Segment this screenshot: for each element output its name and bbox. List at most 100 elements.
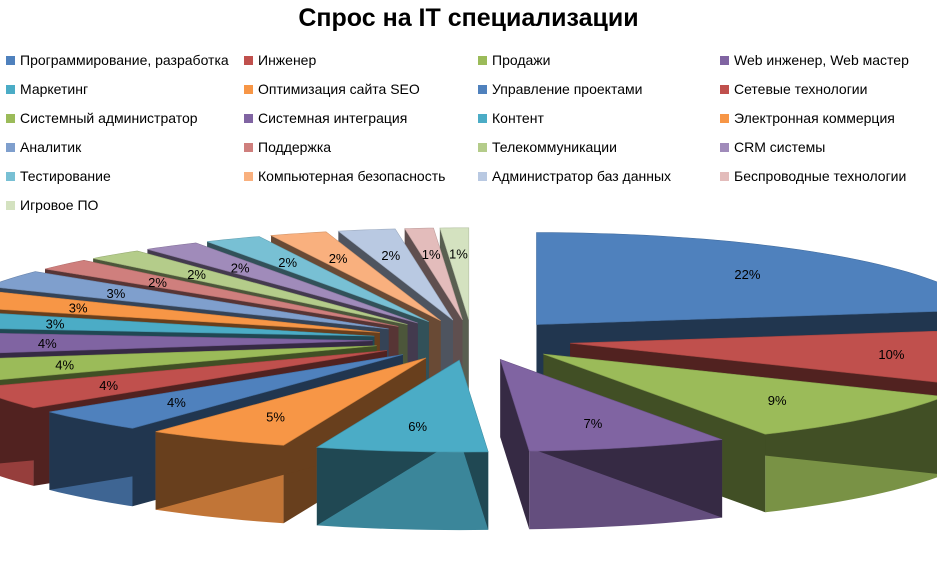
legend-swatch (478, 55, 487, 65)
pie-slice-top (0, 350, 388, 409)
data-label: 3% (69, 301, 88, 316)
legend-label: Оптимизация сайта SEO (258, 81, 420, 97)
pie-slice-top (0, 345, 377, 381)
data-label: 4% (167, 395, 186, 410)
legend-item: CRM системы (720, 139, 825, 155)
legend-swatch (244, 84, 253, 94)
data-label: 3% (46, 317, 65, 332)
pie-slice (499, 358, 723, 530)
legend-label: Контент (492, 110, 544, 126)
data-label: 2% (187, 267, 206, 282)
legend-item: Программирование, разработка (6, 52, 229, 68)
legend-label: Электронная коммерция (734, 110, 895, 126)
legend-item: Системный администратор (6, 110, 198, 126)
legend-item: Игровое ПО (6, 197, 98, 213)
legend-swatch (6, 200, 15, 210)
legend-item: Компьютерная безопасность (244, 168, 445, 184)
legend-label: Системный администратор (20, 110, 198, 126)
pie-slice-top (0, 313, 375, 337)
pie-slice-top (439, 227, 470, 320)
data-label: 2% (231, 261, 250, 276)
data-label: 2% (148, 275, 167, 290)
legend-label: Тестирование (20, 168, 111, 184)
pie-slice-wall (500, 359, 530, 530)
data-label: 3% (107, 286, 126, 301)
pie-slice-top (0, 271, 389, 330)
pie-slice-top (269, 231, 441, 322)
legend-label: Маркетинг (20, 81, 89, 97)
pie-slice-top (147, 242, 418, 324)
legend-swatch (244, 113, 253, 123)
legend-label: Компьютерная безопасность (258, 168, 446, 184)
legend-item: Оптимизация сайта SEO (244, 81, 420, 97)
legend-swatch (6, 113, 15, 123)
data-label: 1% (449, 247, 468, 262)
data-label: 2% (329, 251, 348, 266)
pie-slice-top (44, 259, 399, 327)
pie-slice (315, 359, 489, 531)
pie-slice-top (0, 333, 373, 354)
data-label: 7% (584, 416, 603, 431)
legend-swatch (720, 171, 729, 181)
data-label: 4% (38, 336, 57, 351)
legend-swatch (720, 55, 729, 65)
data-label: 2% (381, 248, 400, 263)
legend-item: Электронная коммерция (720, 110, 895, 126)
legend-item: Инженер (244, 52, 316, 68)
pie-slice-top (49, 354, 403, 429)
legend-swatch (6, 142, 15, 152)
pie-slice-top (570, 330, 937, 383)
legend-swatch (6, 171, 15, 181)
legend-item: Продажи (478, 52, 550, 68)
pie-slice-top (499, 358, 723, 452)
legend-swatch (478, 113, 487, 123)
pie-slice-top (536, 232, 937, 325)
legend-label: Программирование, разработка (20, 52, 229, 68)
legend-item: Аналитик (6, 139, 81, 155)
pie-slice-top (155, 357, 427, 446)
legend-label: Аналитик (20, 139, 82, 155)
pie-slice (155, 357, 427, 524)
pie-slice-top (0, 291, 380, 333)
data-label: 5% (266, 410, 285, 425)
pie-slice-top (404, 227, 463, 321)
data-label: 2% (278, 255, 297, 270)
legend-label: Управление проектами (492, 81, 643, 97)
data-label: 9% (768, 393, 787, 408)
legend-item: Web инженер, Web мастер (720, 52, 909, 68)
pie-slice-top (543, 353, 937, 435)
data-label: 4% (99, 378, 118, 393)
data-label: 6% (408, 419, 427, 434)
legend-item: Управление проектами (478, 81, 642, 97)
legend-label: Игровое ПО (20, 197, 99, 213)
legend-item: Контент (478, 110, 544, 126)
data-label: 4% (55, 358, 74, 373)
legend-swatch (6, 84, 15, 94)
legend-label: Продажи (492, 52, 551, 68)
pie-slice-top (93, 250, 408, 325)
legend-label: Web инженер, Web мастер (734, 52, 909, 68)
legend-swatch (478, 171, 487, 181)
legend-swatch (720, 142, 729, 152)
pie-slice-top (337, 228, 454, 321)
legend-item: Маркетинг (6, 81, 88, 97)
legend-item: Тестирование (6, 168, 111, 184)
legend-label: Беспроводные технологии (734, 168, 907, 184)
legend-item: Телекоммуникации (478, 139, 617, 155)
data-label: 22% (734, 267, 760, 282)
legend-swatch (6, 55, 15, 65)
legend-item: Беспроводные технологии (720, 168, 906, 184)
legend-label: Системная интеграция (258, 110, 408, 126)
legend-item: Администратор баз данных (478, 168, 671, 184)
pie-slice-top (315, 359, 489, 453)
legend-label: Телекоммуникации (492, 139, 617, 155)
chart-title: Спрос на IT специализации (298, 4, 639, 32)
legend-swatch (720, 84, 729, 94)
data-label: 10% (878, 347, 904, 362)
legend-item: Сетевые технологии (720, 81, 867, 97)
legend-swatch (244, 55, 253, 65)
legend-swatch (478, 142, 487, 152)
legend-label: CRM системы (734, 139, 826, 155)
legend-label: Администратор баз данных (492, 168, 672, 184)
